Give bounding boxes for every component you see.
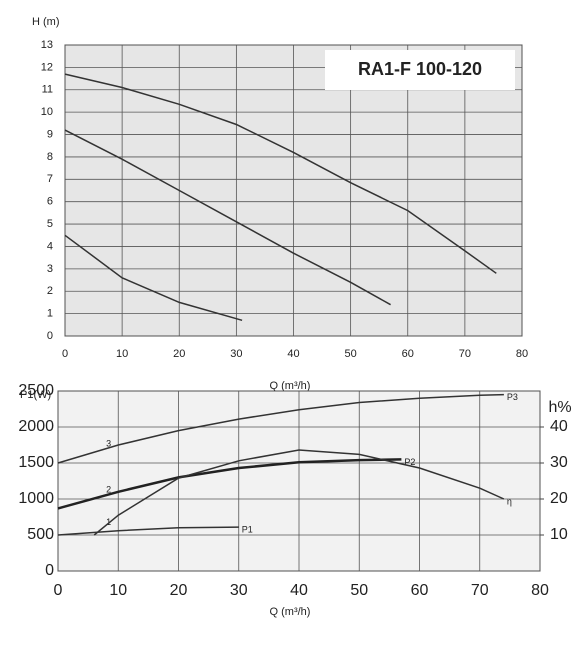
series-line — [64, 73, 497, 274]
x-tick-label: 80 — [516, 348, 528, 360]
series-line — [57, 393, 504, 464]
series-line — [64, 129, 391, 306]
y2-axis-label: h% — [548, 399, 571, 416]
y-tick-label: 2 — [47, 285, 53, 297]
x-tick-label: 0 — [62, 348, 68, 360]
y-tick-label: 1000 — [18, 490, 54, 507]
series-line — [93, 449, 505, 536]
x-tick-label: 40 — [287, 348, 299, 360]
y2-tick-label: 30 — [550, 454, 568, 471]
y2-tick-label: 20 — [550, 490, 568, 507]
y-tick-label: 9 — [47, 128, 53, 140]
x-tick-label: 50 — [345, 348, 357, 360]
x-tick-label: 30 — [230, 582, 248, 599]
x-tick-label: 20 — [173, 348, 185, 360]
series-label: η — [507, 496, 512, 506]
y-tick-label: 6 — [47, 196, 53, 208]
y-tick-label: 8 — [47, 151, 53, 163]
series-label: P1 — [242, 524, 253, 534]
x-tick-label: 10 — [116, 348, 128, 360]
x-tick-label: 50 — [350, 582, 368, 599]
y-tick-label: 4 — [47, 240, 53, 252]
y-tick-label: 0 — [45, 562, 54, 579]
y-tick-label: 5 — [47, 218, 53, 230]
y-tick-label: 13 — [41, 39, 53, 51]
y-tick-label: 2500 — [18, 382, 54, 399]
x-tick-label: 60 — [411, 582, 429, 599]
x-axis-label: Q (m³/h) — [270, 380, 311, 392]
y-tick-label: 12 — [41, 61, 53, 73]
annotation: RA1-F 100-120 — [358, 59, 482, 79]
x-tick-label: 70 — [471, 582, 489, 599]
series-label: P3 — [507, 392, 518, 402]
annotation-box — [325, 50, 515, 90]
y-tick-label: 7 — [47, 173, 53, 185]
x-tick-label: 70 — [459, 348, 471, 360]
x-tick-label: 20 — [170, 582, 188, 599]
y-axis-label: P1(W) — [20, 389, 51, 401]
y-axis-label: H (m) — [32, 16, 60, 28]
y-tick-label: 11 — [42, 84, 53, 96]
y-tick-label: 2000 — [18, 418, 54, 435]
series-line — [64, 234, 243, 322]
y-tick-label: 0 — [47, 330, 53, 342]
y2-tick-label: 40 — [550, 418, 568, 435]
y-tick-label: 1 — [47, 308, 53, 320]
x-axis-label: Q (m³/h) — [270, 606, 311, 618]
x-tick-label: 60 — [402, 348, 414, 360]
series-line — [57, 458, 402, 510]
y-tick-label: 3 — [47, 263, 53, 275]
y-tick-label: 10 — [41, 106, 53, 118]
x-tick-label: 40 — [290, 582, 308, 599]
series-line — [57, 526, 239, 536]
series-label: P2 — [404, 457, 415, 467]
x-tick-label: 0 — [54, 582, 63, 599]
series-name: 2 — [106, 484, 111, 494]
y-tick-label: 500 — [27, 526, 54, 543]
y2-tick-label: 10 — [550, 526, 568, 543]
y-tick-label: 1500 — [18, 454, 54, 471]
x-tick-label: 10 — [109, 582, 127, 599]
series-name: 3 — [106, 438, 111, 448]
x-tick-label: 30 — [230, 348, 242, 360]
x-tick-label: 80 — [531, 582, 549, 599]
